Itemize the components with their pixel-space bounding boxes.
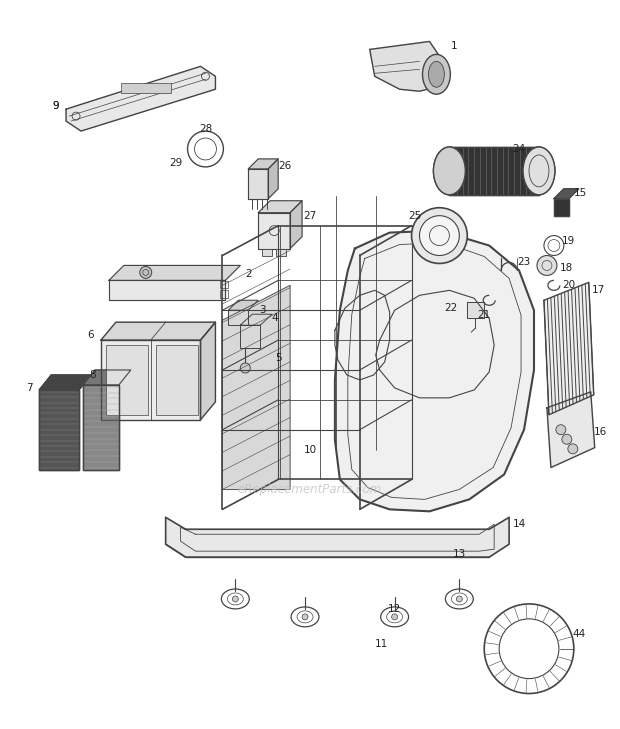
Bar	[106, 345, 148, 415]
Circle shape	[537, 255, 557, 276]
Polygon shape	[259, 213, 290, 249]
Polygon shape	[544, 282, 594, 415]
Polygon shape	[223, 285, 290, 489]
Circle shape	[140, 266, 152, 278]
Ellipse shape	[433, 147, 465, 195]
Polygon shape	[450, 147, 539, 195]
Ellipse shape	[422, 55, 450, 94]
Bar	[121, 83, 170, 93]
Circle shape	[420, 216, 459, 255]
Text: 1: 1	[451, 42, 458, 52]
Bar	[220, 281, 228, 289]
Text: 8: 8	[90, 370, 96, 380]
Polygon shape	[241, 314, 272, 325]
Bar	[39, 390, 79, 469]
Text: 19: 19	[562, 235, 575, 246]
Polygon shape	[467, 303, 484, 318]
Polygon shape	[228, 300, 259, 311]
Circle shape	[392, 614, 397, 620]
Text: 22: 22	[445, 303, 458, 313]
Text: 4: 4	[272, 313, 278, 323]
Text: 44: 44	[572, 629, 585, 639]
Polygon shape	[370, 42, 445, 91]
Text: 18: 18	[560, 263, 574, 273]
Circle shape	[568, 444, 578, 453]
Text: 5: 5	[275, 353, 281, 363]
Text: 11: 11	[375, 639, 388, 649]
Text: 27: 27	[303, 211, 317, 221]
Circle shape	[412, 208, 467, 263]
Polygon shape	[259, 200, 302, 213]
Text: 26: 26	[278, 161, 292, 171]
Bar	[83, 385, 119, 469]
Text: 29: 29	[169, 158, 182, 168]
Text: 16: 16	[594, 426, 608, 437]
Polygon shape	[109, 265, 241, 281]
Polygon shape	[83, 385, 119, 469]
Text: 12: 12	[388, 604, 401, 614]
Text: eReplacementParts.com: eReplacementParts.com	[238, 483, 382, 496]
Polygon shape	[101, 340, 200, 420]
Bar	[220, 290, 228, 298]
Circle shape	[241, 363, 250, 373]
Text: 24: 24	[513, 144, 526, 154]
Polygon shape	[166, 518, 509, 557]
Text: 21: 21	[477, 311, 491, 320]
Text: 9: 9	[53, 101, 60, 111]
Polygon shape	[554, 189, 579, 199]
Text: 17: 17	[592, 285, 605, 295]
Circle shape	[562, 434, 572, 444]
Ellipse shape	[523, 147, 555, 195]
Polygon shape	[268, 159, 278, 199]
Polygon shape	[248, 169, 268, 199]
Ellipse shape	[523, 147, 555, 195]
Text: 25: 25	[408, 211, 421, 221]
Circle shape	[556, 425, 566, 434]
Bar	[156, 345, 198, 415]
Polygon shape	[241, 325, 260, 348]
Text: 15: 15	[574, 188, 587, 198]
Text: 14: 14	[513, 519, 526, 529]
Polygon shape	[554, 199, 569, 216]
Text: 23: 23	[518, 257, 531, 268]
Bar	[276, 249, 286, 257]
Text: 20: 20	[562, 281, 575, 290]
Polygon shape	[228, 311, 248, 325]
Text: 9: 9	[53, 101, 60, 111]
Text: 13: 13	[453, 549, 466, 559]
Circle shape	[232, 596, 238, 602]
Bar	[262, 249, 272, 257]
Ellipse shape	[433, 147, 465, 195]
Polygon shape	[547, 392, 595, 467]
Text: 2: 2	[245, 270, 252, 279]
Circle shape	[302, 614, 308, 620]
Text: 6: 6	[87, 330, 94, 340]
Polygon shape	[335, 230, 534, 511]
Polygon shape	[83, 370, 131, 385]
Circle shape	[456, 596, 463, 602]
Polygon shape	[109, 281, 226, 300]
Text: 10: 10	[303, 445, 317, 455]
Text: 3: 3	[259, 305, 265, 315]
Text: 7: 7	[26, 383, 33, 393]
Ellipse shape	[428, 61, 445, 87]
Polygon shape	[101, 322, 215, 340]
Text: 28: 28	[199, 124, 212, 134]
Polygon shape	[290, 200, 302, 249]
Polygon shape	[248, 159, 278, 169]
Polygon shape	[39, 375, 91, 390]
Polygon shape	[66, 66, 215, 131]
Polygon shape	[200, 322, 215, 420]
Polygon shape	[39, 390, 79, 469]
